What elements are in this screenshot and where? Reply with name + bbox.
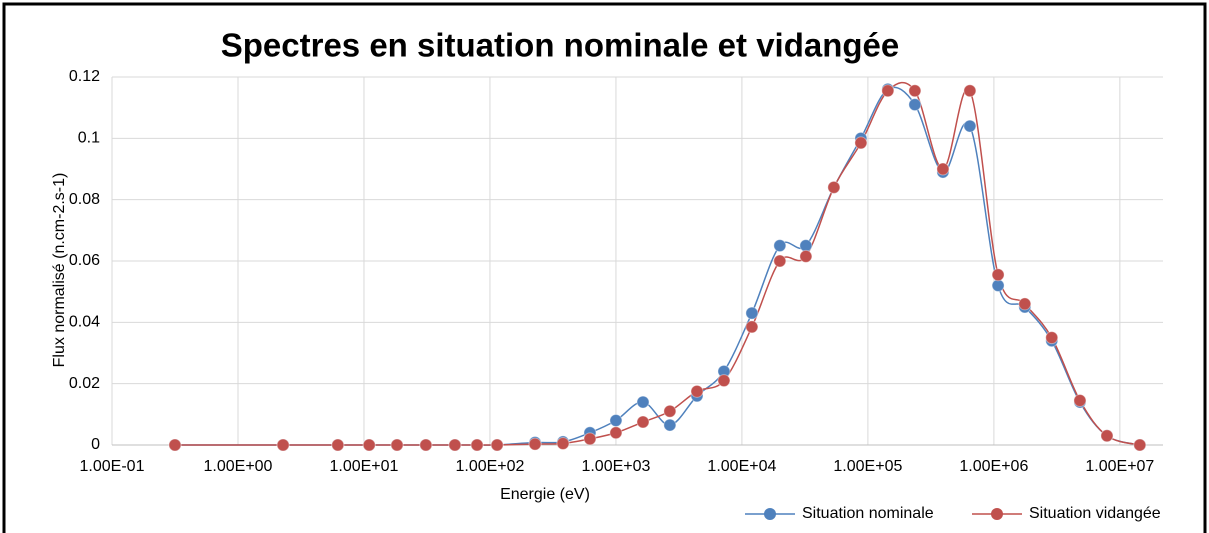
legend-label: Situation nominale (802, 505, 934, 522)
data-point (609, 426, 623, 440)
data-point (799, 249, 813, 263)
data-point (745, 306, 759, 320)
data-point (827, 180, 841, 194)
x-tick-label: 1.00E+01 (329, 458, 398, 475)
x-tick-label: 1.00E+00 (204, 458, 273, 475)
data-point (448, 438, 462, 452)
data-point (583, 432, 597, 446)
legend-label: Situation vidangée (1029, 505, 1161, 522)
data-point (963, 84, 977, 98)
y-tick-label: 0.12 (69, 68, 100, 85)
x-tick-label: 1.00E-01 (80, 458, 145, 475)
x-tick-label: 1.00E+02 (455, 458, 524, 475)
y-tick-label: 0.04 (69, 314, 100, 331)
data-point (1045, 331, 1059, 345)
series-line (174, 86, 1141, 446)
data-point (881, 84, 895, 98)
data-point (991, 279, 1005, 293)
data-point (854, 136, 868, 150)
x-tick-label: 1.00E+06 (959, 458, 1028, 475)
data-point (470, 438, 484, 452)
data-point (636, 415, 650, 429)
x-tick-label: 1.00E+03 (581, 458, 650, 475)
x-tick-label: 1.00E+05 (833, 458, 902, 475)
y-tick-label: 0.08 (69, 191, 100, 208)
data-point (1100, 429, 1114, 443)
chart-title: Spectres en situation nominale et vidang… (221, 27, 900, 64)
data-point (609, 413, 623, 427)
data-point (362, 438, 376, 452)
data-point (390, 438, 404, 452)
data-point (419, 438, 433, 452)
data-point (490, 438, 504, 452)
data-point (556, 436, 570, 450)
data-point (1073, 394, 1087, 408)
data-point (528, 437, 542, 451)
data-point (690, 384, 704, 398)
data-point (773, 254, 787, 268)
x-tick-label: 1.00E+04 (707, 458, 776, 475)
y-axis-label: Flux normalisé (n.cm-2.s-1) (51, 173, 68, 368)
data-point (799, 239, 813, 253)
data-point (745, 320, 759, 334)
y-tick-label: 0 (91, 436, 100, 453)
data-point (991, 268, 1005, 282)
data-point (168, 438, 182, 452)
legend-marker (991, 508, 1003, 520)
data-point (773, 239, 787, 253)
data-point (276, 438, 290, 452)
data-point (663, 418, 677, 432)
data-point (636, 395, 650, 409)
y-tick-label: 0.06 (69, 252, 100, 269)
data-point (1133, 438, 1147, 452)
data-point (908, 98, 922, 112)
data-point (963, 119, 977, 133)
data-point (1018, 297, 1032, 311)
data-point (331, 438, 345, 452)
data-point (908, 84, 922, 98)
data-point (936, 162, 950, 176)
x-tick-label: 1.00E+07 (1085, 458, 1154, 475)
data-point (663, 404, 677, 418)
y-tick-label: 0.02 (69, 375, 100, 392)
series-line (174, 81, 1141, 446)
legend-marker (764, 508, 776, 520)
y-tick-label: 0.1 (78, 130, 100, 147)
x-axis-label: Energie (eV) (500, 486, 590, 503)
data-point (717, 374, 731, 388)
